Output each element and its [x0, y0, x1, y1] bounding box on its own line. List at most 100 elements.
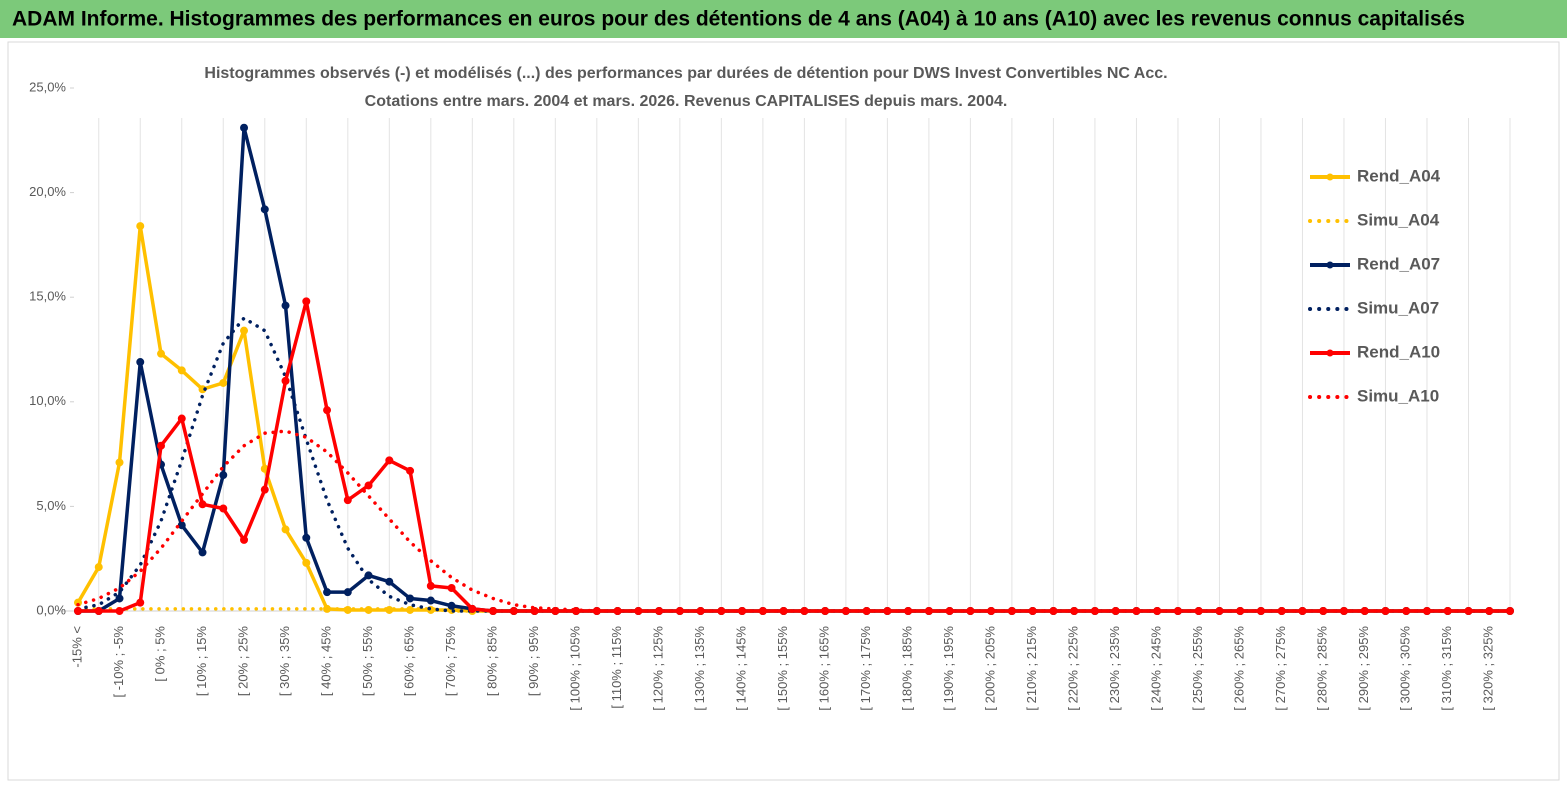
data-point [74, 607, 82, 615]
data-point [447, 601, 456, 610]
x-tick-label: [ 190% ; 195% [941, 626, 956, 711]
x-tick-label: [ 180% ; 185% [900, 626, 915, 711]
x-tick-label: [ 100% ; 105% [568, 626, 583, 711]
x-tick-label: [ 260% ; 265% [1232, 626, 1247, 711]
data-point [302, 533, 311, 542]
data-point [343, 588, 352, 597]
x-tick-label: [ -10% ; -5% [111, 626, 126, 698]
x-tick-label: [ 130% ; 135% [692, 626, 707, 711]
data-point [115, 458, 124, 467]
x-tick-label: [ 240% ; 245% [1149, 626, 1164, 711]
data-point [177, 366, 186, 375]
chart-title: Histogrammes observés (-) et modélisés (… [204, 65, 1167, 82]
data-point [157, 349, 166, 358]
data-point [406, 594, 415, 603]
x-tick-label: [ 90% ; 95% [526, 626, 541, 697]
x-tick-label: [ 0% ; 5% [152, 626, 167, 682]
data-point [240, 326, 249, 335]
x-tick-label: [ 20% ; 25% [235, 626, 250, 697]
data-point [447, 583, 456, 592]
data-point [136, 358, 145, 367]
x-tick-label: [ 150% ; 155% [775, 626, 790, 711]
x-tick-label: [ 170% ; 175% [858, 626, 873, 711]
data-point [177, 521, 186, 530]
data-point [426, 581, 435, 590]
data-point [509, 607, 518, 615]
data-point [157, 441, 166, 450]
data-point [219, 378, 228, 387]
x-tick-label: -15% < [69, 626, 84, 668]
x-tick-label: [ 230% ; 235% [1107, 626, 1122, 711]
data-point [260, 205, 269, 214]
data-point [1506, 607, 1514, 615]
data-point [94, 607, 103, 615]
data-point [364, 481, 373, 490]
data-point [302, 558, 311, 567]
legend-label: Rend_A07 [1357, 254, 1440, 273]
x-tick-label: [ 30% ; 35% [277, 626, 292, 697]
x-tick-label: [ 300% ; 305% [1398, 626, 1413, 711]
data-point [136, 598, 145, 607]
data-point [385, 456, 394, 465]
data-point [115, 594, 124, 603]
data-point [219, 504, 228, 513]
y-tick-label: 5,0% [36, 498, 66, 513]
chart-frame [7, 41, 1560, 781]
data-point [136, 222, 145, 231]
legend-marker [1326, 173, 1334, 181]
x-tick-label: [ 80% ; 85% [485, 626, 500, 697]
x-tick-label: [ 200% ; 205% [983, 626, 998, 711]
y-tick-label: 0,0% [36, 602, 66, 617]
legend-label: Simu_A07 [1357, 298, 1439, 317]
header-title: ADAM Informe. Histogrammes des performan… [12, 8, 1465, 31]
legend-marker [1326, 349, 1334, 357]
legend-label: Simu_A04 [1357, 210, 1440, 229]
header-bar [0, 0, 1567, 38]
y-tick-label: 10,0% [29, 393, 66, 408]
x-tick-label: [ 160% ; 165% [817, 626, 832, 711]
data-point [198, 548, 207, 557]
x-tick-label: [ 210% ; 215% [1024, 626, 1039, 711]
data-point [281, 525, 290, 534]
data-point [94, 563, 103, 572]
data-point [240, 535, 249, 544]
data-point [406, 466, 415, 475]
x-tick-label: [ 270% ; 275% [1273, 626, 1288, 711]
x-tick-label: [ 70% ; 75% [443, 626, 458, 697]
x-tick-label: [ 60% ; 65% [401, 626, 416, 697]
x-tick-label: [ 50% ; 55% [360, 626, 375, 697]
data-point [281, 376, 290, 385]
data-point [468, 604, 477, 613]
data-point [198, 500, 207, 509]
series-line [76, 429, 1512, 613]
data-point [323, 588, 332, 597]
data-point [302, 297, 311, 306]
x-tick-label: [ 10% ; 15% [194, 626, 209, 697]
data-point [260, 485, 269, 494]
data-point [343, 496, 352, 505]
data-point [115, 607, 124, 615]
x-tick-label: [ 310% ; 315% [1439, 626, 1454, 711]
x-tick-label: [ 40% ; 45% [318, 626, 333, 697]
x-tick-label: [ 250% ; 255% [1190, 626, 1205, 711]
x-tick-label: [ 110% ; 115% [609, 626, 624, 709]
data-point [240, 123, 249, 132]
y-tick-label: 25,0% [29, 79, 66, 94]
data-point [177, 414, 186, 423]
data-point [489, 607, 498, 615]
x-tick-label: [ 280% ; 285% [1315, 626, 1330, 711]
legend-marker [1326, 261, 1334, 269]
chart-subtitle: Cotations entre mars. 2004 et mars. 2026… [365, 93, 1008, 110]
legend-label: Rend_A04 [1357, 166, 1441, 185]
legend-label: Rend_A10 [1357, 342, 1440, 361]
data-point [281, 301, 290, 310]
x-tick-label: [ 120% ; 125% [651, 626, 666, 711]
x-tick-label: [ 320% ; 325% [1481, 626, 1496, 711]
x-tick-label: [ 290% ; 295% [1356, 626, 1371, 711]
legend-label: Simu_A10 [1357, 386, 1439, 405]
y-tick-label: 15,0% [29, 289, 66, 304]
data-point [219, 471, 228, 480]
y-tick-label: 20,0% [29, 184, 66, 199]
x-tick-label: [ 220% ; 225% [1066, 626, 1081, 711]
